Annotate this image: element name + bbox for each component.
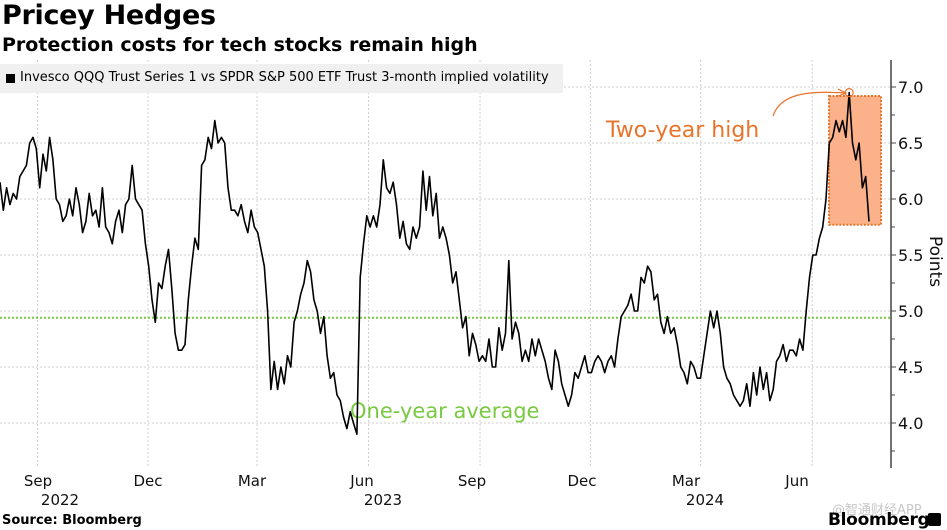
x-tick-label: Dec bbox=[133, 472, 162, 490]
y-tick-label: 4.0 bbox=[898, 414, 923, 433]
legend-swatch bbox=[6, 74, 15, 83]
y-tick-label: 6.0 bbox=[898, 190, 923, 209]
x-tick-label: Mar bbox=[238, 472, 267, 490]
x-year-label: 2023 bbox=[364, 491, 402, 509]
bloomberg-chart-icon bbox=[928, 513, 941, 526]
one-year-average-label: One-year average bbox=[350, 399, 539, 423]
x-tick-label: Dec bbox=[567, 472, 596, 490]
y-tick-label: 5.5 bbox=[898, 246, 923, 265]
x-tick-label: Mar bbox=[672, 472, 701, 490]
annotation-arrow bbox=[772, 91, 846, 117]
x-year-label: 2024 bbox=[686, 491, 724, 509]
legend-label: Invesco QQQ Trust Series 1 vs SPDR S&P 5… bbox=[20, 70, 549, 85]
highlight-box bbox=[828, 94, 882, 226]
source-note: Source: Bloomberg bbox=[2, 513, 142, 528]
two-year-high-label: Two-year high bbox=[605, 118, 759, 143]
bloomberg-logo: Bloomberg bbox=[828, 510, 930, 530]
chart-title: Pricey Hedges bbox=[2, 0, 216, 31]
annotation-group: Two-year high bbox=[605, 87, 854, 143]
highlight-box-group bbox=[828, 94, 882, 226]
peak-marker bbox=[844, 87, 854, 98]
y-tick-label: 5.0 bbox=[898, 302, 923, 321]
x-tick-label: Sep bbox=[24, 472, 52, 490]
watermark: @智通财经APP bbox=[832, 503, 922, 518]
x-tick-label: Jun bbox=[349, 472, 373, 490]
series-group bbox=[0, 91, 870, 435]
y-tick-label: 4.5 bbox=[898, 358, 923, 377]
x-tick-label: Jun bbox=[784, 472, 808, 490]
y-tick-label: 7.0 bbox=[898, 78, 923, 97]
legend: Invesco QQQ Trust Series 1 vs SPDR S&P 5… bbox=[0, 64, 563, 93]
chart-subtitle: Protection costs for tech stocks remain … bbox=[2, 34, 478, 56]
y-axis: 4.0 4.5 5.0 5.5 6.0 6.5 7.0 Points bbox=[890, 60, 945, 468]
y-tick-label: 6.5 bbox=[898, 134, 923, 153]
reference-line-group: One-year average bbox=[0, 316, 891, 423]
grid bbox=[0, 60, 891, 468]
series-line bbox=[0, 91, 870, 435]
x-tick-label: Sep bbox=[458, 472, 486, 490]
arrow-head-icon bbox=[837, 88, 848, 97]
x-year-label: 2022 bbox=[41, 491, 79, 509]
y-axis-title: Points bbox=[925, 236, 945, 287]
